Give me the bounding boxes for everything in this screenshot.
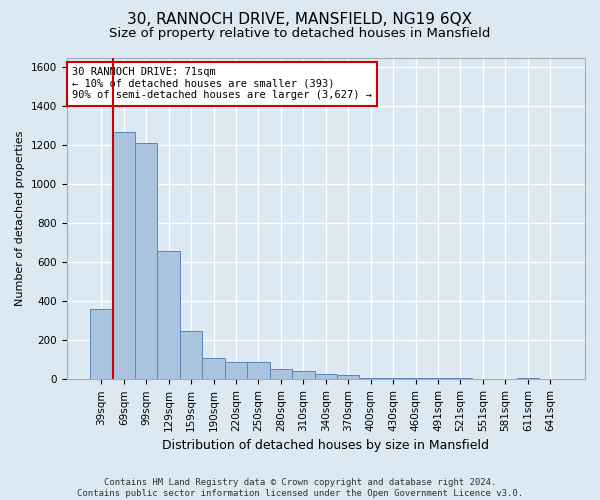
Y-axis label: Number of detached properties: Number of detached properties <box>15 130 25 306</box>
Bar <box>90 309 113 380</box>
Bar <box>202 358 225 380</box>
Bar <box>382 378 404 380</box>
Bar <box>247 362 269 380</box>
Bar <box>427 378 449 380</box>
Bar <box>337 375 359 380</box>
Bar <box>225 362 247 380</box>
Bar <box>292 370 314 380</box>
Bar <box>180 330 202 380</box>
Bar <box>314 374 337 380</box>
Bar <box>517 378 539 380</box>
Bar <box>269 368 292 380</box>
Bar <box>449 378 472 380</box>
Text: Contains HM Land Registry data © Crown copyright and database right 2024.
Contai: Contains HM Land Registry data © Crown c… <box>77 478 523 498</box>
Bar <box>157 250 180 380</box>
X-axis label: Distribution of detached houses by size in Mansfield: Distribution of detached houses by size … <box>162 440 489 452</box>
Text: 30, RANNOCH DRIVE, MANSFIELD, NG19 6QX: 30, RANNOCH DRIVE, MANSFIELD, NG19 6QX <box>127 12 473 28</box>
Text: Size of property relative to detached houses in Mansfield: Size of property relative to detached ho… <box>109 28 491 40</box>
Bar <box>135 144 157 380</box>
Bar <box>404 378 427 380</box>
Bar <box>113 132 135 380</box>
Bar <box>359 378 382 380</box>
Text: 30 RANNOCH DRIVE: 71sqm
← 10% of detached houses are smaller (393)
90% of semi-d: 30 RANNOCH DRIVE: 71sqm ← 10% of detache… <box>72 67 372 100</box>
